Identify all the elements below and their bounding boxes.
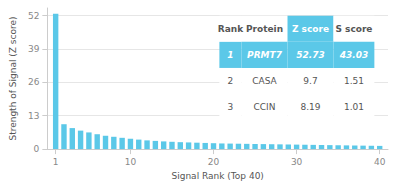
svg-text:30: 30 xyxy=(291,157,303,167)
svg-text:Z score: Z score xyxy=(292,24,329,34)
svg-text:39: 39 xyxy=(28,44,40,54)
svg-text:Signal Rank (Top 40): Signal Rank (Top 40) xyxy=(171,171,263,181)
svg-text:CASA: CASA xyxy=(252,76,277,86)
svg-text:10: 10 xyxy=(125,157,137,167)
svg-text:PRMT7: PRMT7 xyxy=(247,50,283,60)
svg-text:9.7: 9.7 xyxy=(303,76,317,86)
svg-text:Protein: Protein xyxy=(246,24,283,34)
svg-text:3: 3 xyxy=(228,102,234,112)
svg-text:0: 0 xyxy=(34,144,40,154)
svg-text:1: 1 xyxy=(227,50,233,60)
svg-text:13: 13 xyxy=(28,111,39,121)
svg-text:8.19: 8.19 xyxy=(300,102,320,112)
svg-text:40: 40 xyxy=(374,157,386,167)
svg-text:43.03: 43.03 xyxy=(339,50,368,60)
svg-text:1: 1 xyxy=(53,157,59,167)
svg-text:1.51: 1.51 xyxy=(344,76,364,86)
svg-text:S score: S score xyxy=(335,24,372,34)
svg-text:20: 20 xyxy=(208,157,220,167)
svg-text:52: 52 xyxy=(28,11,39,21)
svg-text:1.01: 1.01 xyxy=(344,102,364,112)
svg-text:CCIN: CCIN xyxy=(254,102,276,112)
svg-text:2: 2 xyxy=(228,76,234,86)
svg-text:Rank: Rank xyxy=(218,24,244,34)
svg-text:Strength of Signal (Z score): Strength of Signal (Z score) xyxy=(8,17,18,141)
svg-text:26: 26 xyxy=(28,77,40,87)
svg-text:52.73: 52.73 xyxy=(296,50,324,60)
